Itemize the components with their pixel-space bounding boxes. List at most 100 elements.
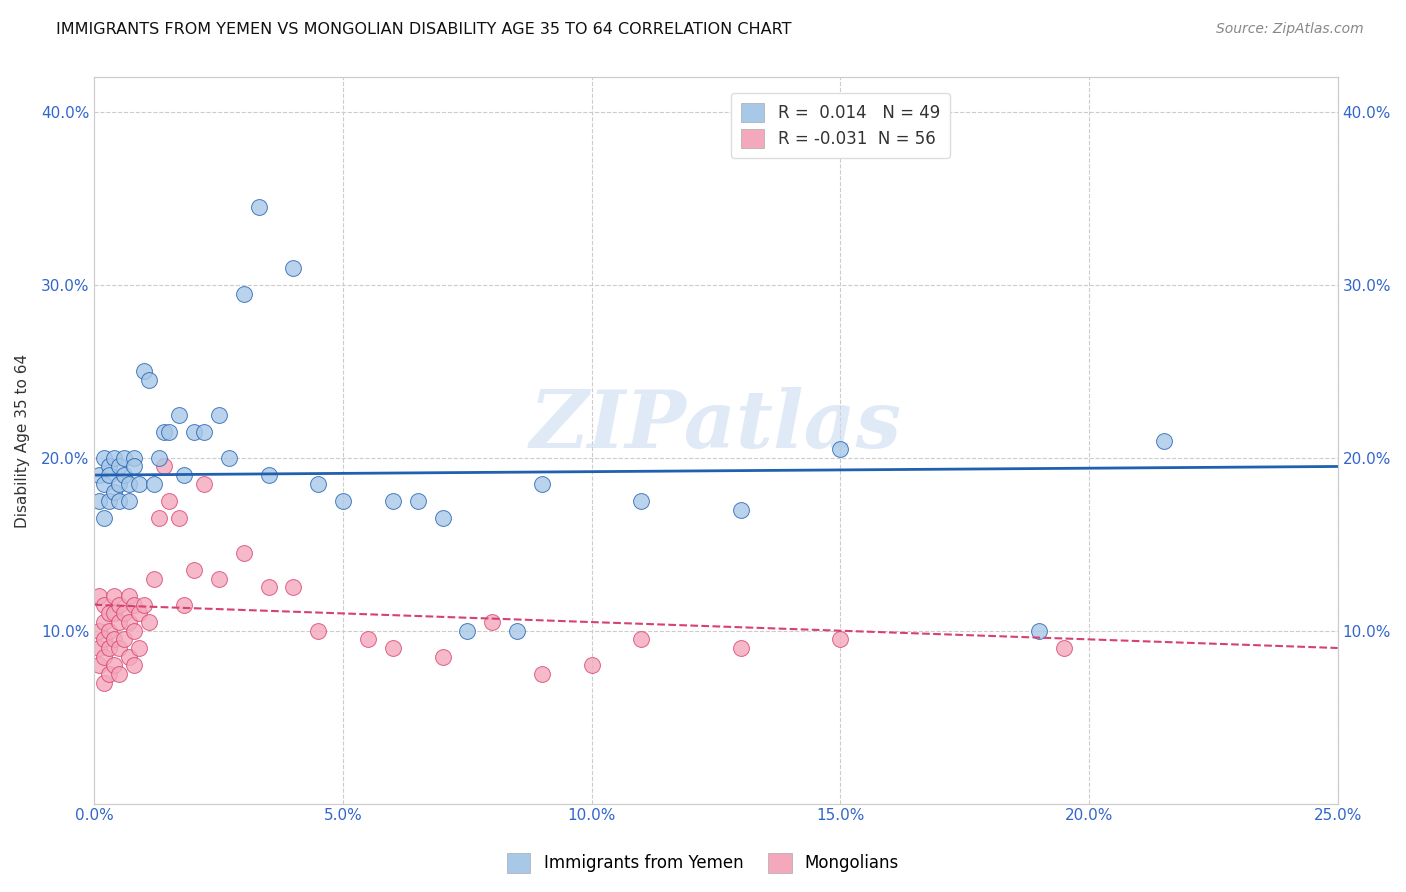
Point: [93, 511, 115, 525]
Point: [93, 450, 115, 465]
Point: [506, 624, 529, 638]
Point: [108, 615, 131, 629]
Point: [98, 607, 121, 621]
Point: [89, 494, 111, 508]
Point: [108, 667, 131, 681]
Point: [128, 640, 150, 655]
Point: [307, 624, 329, 638]
Point: [122, 598, 145, 612]
Point: [730, 502, 752, 516]
Point: [122, 450, 145, 465]
Point: [118, 476, 141, 491]
Point: [730, 640, 752, 655]
Point: [247, 200, 270, 214]
Point: [89, 589, 111, 603]
Point: [153, 459, 176, 474]
Point: [307, 476, 329, 491]
Point: [157, 425, 180, 439]
Point: [283, 260, 305, 275]
Point: [108, 640, 131, 655]
Point: [128, 476, 150, 491]
Text: IMMIGRANTS FROM YEMEN VS MONGOLIAN DISABILITY AGE 35 TO 64 CORRELATION CHART: IMMIGRANTS FROM YEMEN VS MONGOLIAN DISAB…: [56, 22, 792, 37]
Point: [406, 494, 429, 508]
Point: [108, 476, 131, 491]
Y-axis label: Disability Age 35 to 64: Disability Age 35 to 64: [15, 353, 30, 527]
Point: [183, 563, 205, 577]
Point: [167, 511, 190, 525]
Point: [381, 640, 404, 655]
Point: [122, 624, 145, 638]
Point: [118, 649, 141, 664]
Point: [128, 607, 150, 621]
Point: [1028, 624, 1050, 638]
Point: [138, 373, 160, 387]
Point: [103, 632, 125, 647]
Point: [1053, 640, 1076, 655]
Text: ZIPatlas: ZIPatlas: [530, 387, 903, 465]
Point: [581, 658, 603, 673]
Point: [98, 459, 121, 474]
Point: [93, 476, 115, 491]
Point: [93, 615, 115, 629]
Point: [89, 658, 111, 673]
Point: [118, 494, 141, 508]
Point: [157, 494, 180, 508]
Point: [456, 624, 478, 638]
Point: [432, 511, 454, 525]
Point: [98, 640, 121, 655]
Point: [134, 364, 156, 378]
Point: [208, 572, 231, 586]
Point: [103, 450, 125, 465]
Point: [93, 675, 115, 690]
Point: [93, 649, 115, 664]
Point: [118, 589, 141, 603]
Point: [530, 667, 553, 681]
Point: [98, 494, 121, 508]
Point: [138, 615, 160, 629]
Point: [98, 667, 121, 681]
Point: [98, 624, 121, 638]
Legend: Immigrants from Yemen, Mongolians: Immigrants from Yemen, Mongolians: [501, 847, 905, 880]
Point: [1153, 434, 1175, 448]
Point: [122, 459, 145, 474]
Point: [108, 598, 131, 612]
Point: [118, 615, 141, 629]
Point: [193, 425, 215, 439]
Point: [173, 598, 195, 612]
Point: [432, 649, 454, 664]
Point: [630, 494, 652, 508]
Point: [183, 425, 205, 439]
Point: [630, 632, 652, 647]
Point: [89, 624, 111, 638]
Point: [103, 589, 125, 603]
Point: [108, 459, 131, 474]
Point: [89, 640, 111, 655]
Point: [208, 408, 231, 422]
Point: [193, 476, 215, 491]
Point: [218, 450, 240, 465]
Point: [103, 658, 125, 673]
Point: [108, 494, 131, 508]
Point: [381, 494, 404, 508]
Point: [357, 632, 380, 647]
Point: [530, 476, 553, 491]
Point: [173, 468, 195, 483]
Point: [103, 607, 125, 621]
Point: [122, 658, 145, 673]
Point: [153, 425, 176, 439]
Point: [148, 511, 170, 525]
Point: [112, 607, 135, 621]
Point: [167, 408, 190, 422]
Point: [112, 468, 135, 483]
Point: [89, 468, 111, 483]
Point: [112, 632, 135, 647]
Point: [143, 476, 166, 491]
Point: [98, 468, 121, 483]
Point: [93, 598, 115, 612]
Point: [257, 468, 280, 483]
Point: [232, 286, 254, 301]
Point: [143, 572, 166, 586]
Point: [112, 450, 135, 465]
Point: [257, 581, 280, 595]
Point: [830, 442, 852, 457]
